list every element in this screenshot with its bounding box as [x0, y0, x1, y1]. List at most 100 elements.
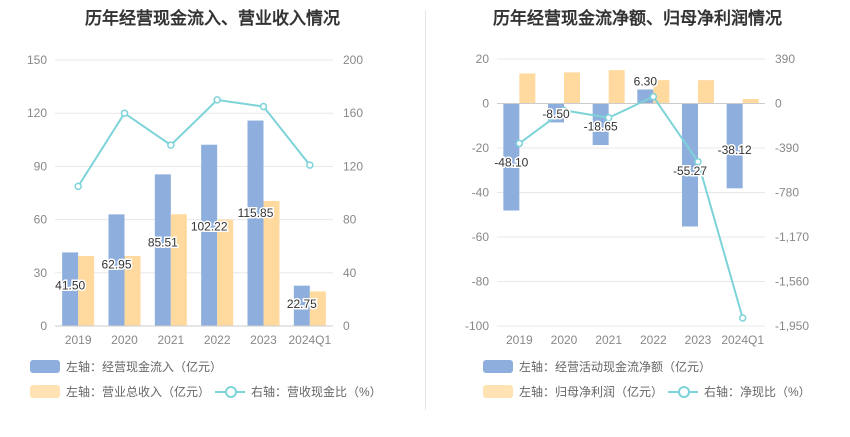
bar — [548, 103, 564, 123]
bar — [682, 103, 698, 227]
y-left-tick-label: 90 — [34, 159, 48, 173]
legend-swatch — [483, 385, 513, 398]
y-left-tick-label: 120 — [27, 106, 47, 120]
y-left-tick-label: 150 — [27, 53, 47, 67]
y-right-tick-label: 40 — [343, 266, 357, 280]
legend-swatch — [30, 360, 60, 373]
bar — [309, 291, 326, 326]
x-tick-label: 2019 — [65, 333, 92, 347]
data-label: 102.22 — [191, 219, 228, 233]
chart-panel-left: 历年经营现金流入、营业收入情况 0 30 60 90 120 150 0 40 80 120 160… — [27, 9, 382, 400]
line-point — [306, 161, 314, 169]
line-point — [120, 109, 129, 117]
chart-title: 历年经营现金流净额、归母净利润情况 — [493, 9, 782, 28]
data-label: 62.95 — [101, 258, 131, 272]
y-left-tick-label: -60 — [472, 230, 490, 244]
legend-label: 左轴：营业总收入（亿元） — [66, 385, 211, 399]
line-point — [560, 106, 568, 115]
bar — [503, 103, 520, 211]
y-right-tick-label: 80 — [343, 213, 357, 227]
legend-label: 左轴：归母净利润（亿元） — [519, 385, 664, 399]
data-label: -48.10 — [494, 155, 528, 169]
chart-panel-right: 历年经营现金流净额、归母净利润情况 -100 -80 -60 -40 -20 0 20 -1,… — [425, 0, 850, 437]
bar — [608, 70, 625, 104]
y-left-tick-label: -20 — [472, 141, 490, 155]
panel-divider — [425, 10, 426, 410]
bar — [124, 255, 141, 326]
x-tick-label: 2020 — [551, 333, 578, 347]
legend-item-bar2[interactable]: 左轴：营业总收入（亿元） — [30, 383, 210, 400]
bar — [637, 89, 654, 104]
x-tick-label: 2022 — [204, 333, 231, 347]
bar — [154, 174, 171, 326]
bar — [726, 103, 743, 189]
y-left-tick-label: -40 — [472, 186, 490, 200]
data-label: -8.50 — [542, 107, 570, 121]
y-right-tick-label: -1,560 — [775, 275, 809, 289]
legend-label: 右轴：净现比（%） — [704, 385, 811, 399]
data-label: 85.51 — [148, 236, 178, 250]
line-point — [515, 139, 524, 148]
y-right-tick-label: -780 — [775, 186, 799, 200]
y-right-tick-label: -390 — [775, 141, 799, 155]
line-series — [77, 98, 311, 187]
chart-svg-left: 0 30 60 90 120 150 0 40 80 120 160 200 41.50 62.95 85.… — [27, 53, 363, 347]
bar — [78, 255, 95, 326]
bar — [742, 99, 759, 104]
x-tick-label: 2020 — [111, 333, 138, 347]
y-right-tick-label: 0 — [775, 97, 782, 111]
line-point — [213, 96, 221, 104]
legend-item-bar1[interactable]: 左轴：经营现金流入（亿元） — [30, 358, 222, 375]
line-point — [604, 114, 613, 122]
y-left-tick-label: 20 — [476, 52, 490, 66]
bar — [519, 73, 536, 104]
y-left-tick-label: 30 — [34, 266, 48, 280]
bar — [698, 80, 714, 104]
x-tick-label: 2021 — [595, 333, 622, 347]
bar — [293, 285, 310, 326]
y-left-tick-label: 60 — [34, 213, 48, 227]
legend-label: 左轴：经营活动现金流净额（亿元） — [519, 360, 712, 374]
line-point — [74, 182, 82, 191]
y-right-tick-label: 120 — [343, 159, 363, 173]
y-left-tick-label: -80 — [472, 275, 490, 289]
y-right-tick-label: 160 — [343, 106, 363, 120]
data-label: -55.27 — [673, 164, 707, 178]
legend-item-bar1[interactable]: 左轴：经营活动现金流净额（亿元） — [483, 358, 711, 375]
bar — [263, 200, 280, 326]
legend-label: 左轴：经营现金流入（亿元） — [66, 360, 223, 374]
bar — [217, 219, 234, 326]
bar — [62, 252, 79, 326]
bar — [201, 144, 218, 326]
bar — [564, 72, 580, 104]
data-label: -38.12 — [718, 143, 752, 157]
legend-label: 右轴：营收现金比（%） — [251, 385, 382, 399]
data-label: 22.75 — [287, 297, 317, 311]
bar — [592, 103, 609, 145]
legend-line-swatch — [215, 385, 245, 398]
x-tick-label: 2019 — [506, 333, 533, 347]
x-tick-label: 2024Q1 — [721, 333, 764, 347]
bar — [247, 120, 264, 327]
line-point — [694, 157, 702, 166]
data-label: 6.30 — [634, 74, 658, 88]
legend-item-line[interactable]: 右轴：营收现金比（%） — [215, 383, 382, 400]
legend-item-bar2[interactable]: 左轴：归母净利润（亿元） — [483, 383, 663, 400]
bar — [108, 214, 125, 326]
chart-title: 历年经营现金流入、营业收入情况 — [85, 9, 340, 28]
line-point — [649, 92, 658, 101]
line-point — [738, 314, 747, 322]
legend-item-line[interactable]: 右轴：净现比（%） — [668, 383, 811, 400]
x-tick-label: 2022 — [640, 333, 667, 347]
y-right-tick-label: 0 — [343, 319, 350, 333]
y-left-tick-label: 0 — [482, 97, 489, 111]
y-left-tick-label: 0 — [40, 319, 47, 333]
bar — [653, 80, 670, 104]
x-tick-label: 2023 — [250, 333, 277, 347]
y-left-tick-label: -100 — [465, 319, 489, 333]
line-point — [259, 102, 268, 111]
legend-swatch — [30, 385, 60, 398]
x-tick-label: 2024Q1 — [288, 333, 331, 347]
data-label: 41.50 — [55, 279, 85, 293]
legend-swatch — [483, 360, 513, 373]
